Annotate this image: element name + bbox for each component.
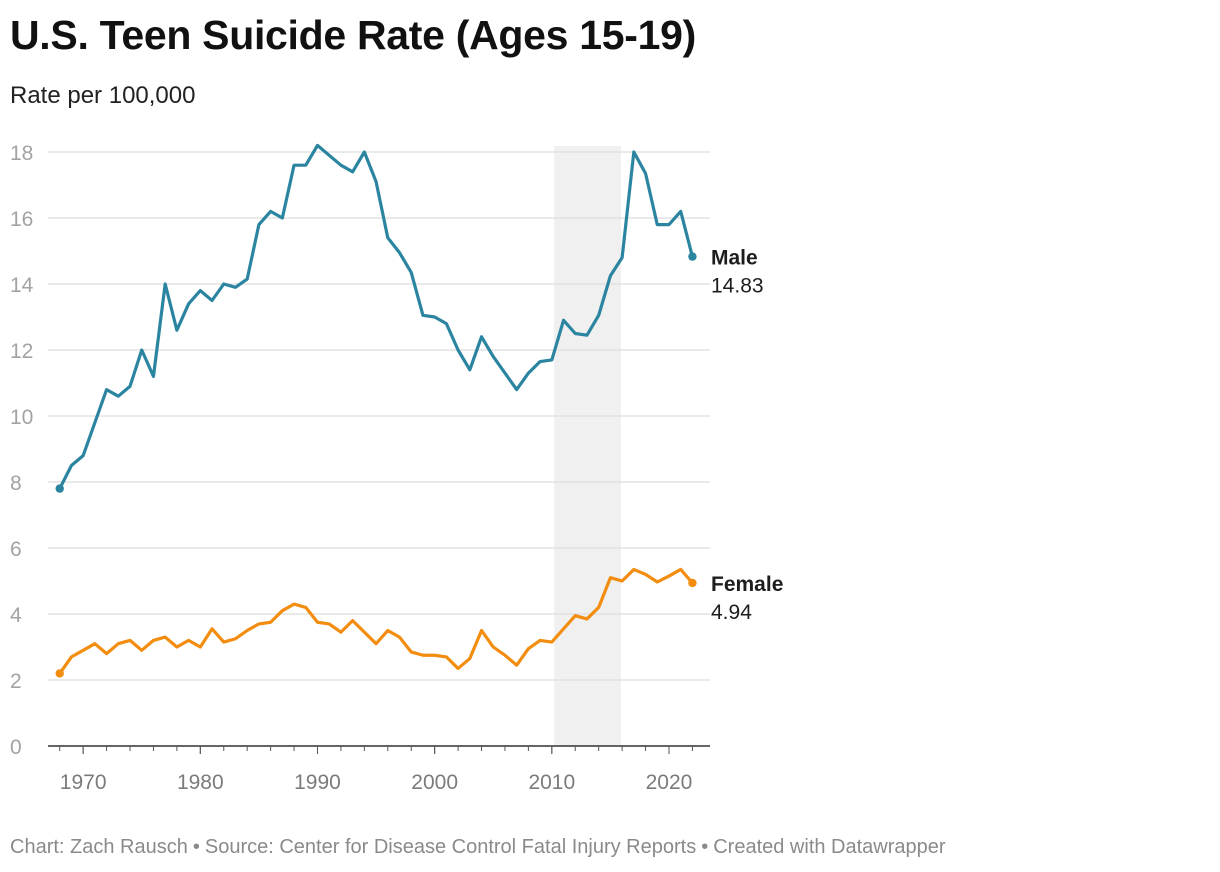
footer-credit: Chart: Zach Rausch (10, 836, 188, 858)
male-end-value: 14.83 (711, 275, 764, 298)
footer-source: Source: Center for Disease Control Fatal… (204, 836, 697, 858)
y-tick-label: 2 (10, 670, 22, 693)
x-tick-label: 2000 (411, 771, 458, 794)
series-end-labels: Male 14.83 Female 4.94 (711, 247, 783, 624)
footer-created-with: Created with Datawrapper (713, 836, 946, 858)
male-series-line (58, 143, 695, 491)
x-tick-label: 2010 (528, 771, 575, 794)
male-end-point (688, 252, 697, 261)
y-tick-label: 0 (10, 736, 22, 759)
y-tick-label: 16 (10, 208, 33, 231)
x-tick-label: 1990 (294, 771, 341, 794)
y-tick-label: 4 (10, 604, 22, 627)
x-tick-label: 2020 (646, 771, 693, 794)
footer-separator: • (701, 836, 709, 858)
series-lines (55, 143, 697, 678)
y-tick-label: 10 (10, 406, 33, 429)
x-tick-label: 1980 (177, 771, 224, 794)
chart-title: U.S. Teen Suicide Rate (Ages 15-19) (10, 12, 696, 58)
y-tick-label: 14 (10, 274, 34, 297)
female-end-label: Female (711, 573, 783, 596)
footer-separator: • (192, 836, 200, 858)
y-tick-label: 6 (10, 538, 22, 561)
y-tick-label: 8 (10, 472, 22, 495)
highlight-band (554, 146, 621, 746)
male-start-point (55, 484, 64, 493)
x-tick-label: 1970 (60, 771, 107, 794)
y-axis: 0 2 4 6 8 10 12 14 16 18 (10, 142, 34, 759)
chart-footer: Chart: Zach Rausch • Source: Center for Di… (10, 836, 946, 859)
female-series-line (58, 567, 695, 676)
y-tick-label: 12 (10, 340, 33, 363)
female-end-value: 4.94 (711, 601, 752, 624)
female-start-point (55, 669, 64, 678)
chart-subtitle: Rate per 100,000 (10, 82, 196, 109)
highlight-band-layer (554, 146, 621, 746)
male-end-label: Male (711, 247, 758, 270)
female-end-point (688, 578, 697, 588)
x-axis: 1970 1980 1990 2000 2010 2020 (59, 746, 693, 794)
y-tick-label: 18 (10, 142, 33, 165)
line-chart: 0 2 4 6 8 10 12 14 16 18 1970 1980 1990 2000 2010 2020… (10, 142, 783, 794)
